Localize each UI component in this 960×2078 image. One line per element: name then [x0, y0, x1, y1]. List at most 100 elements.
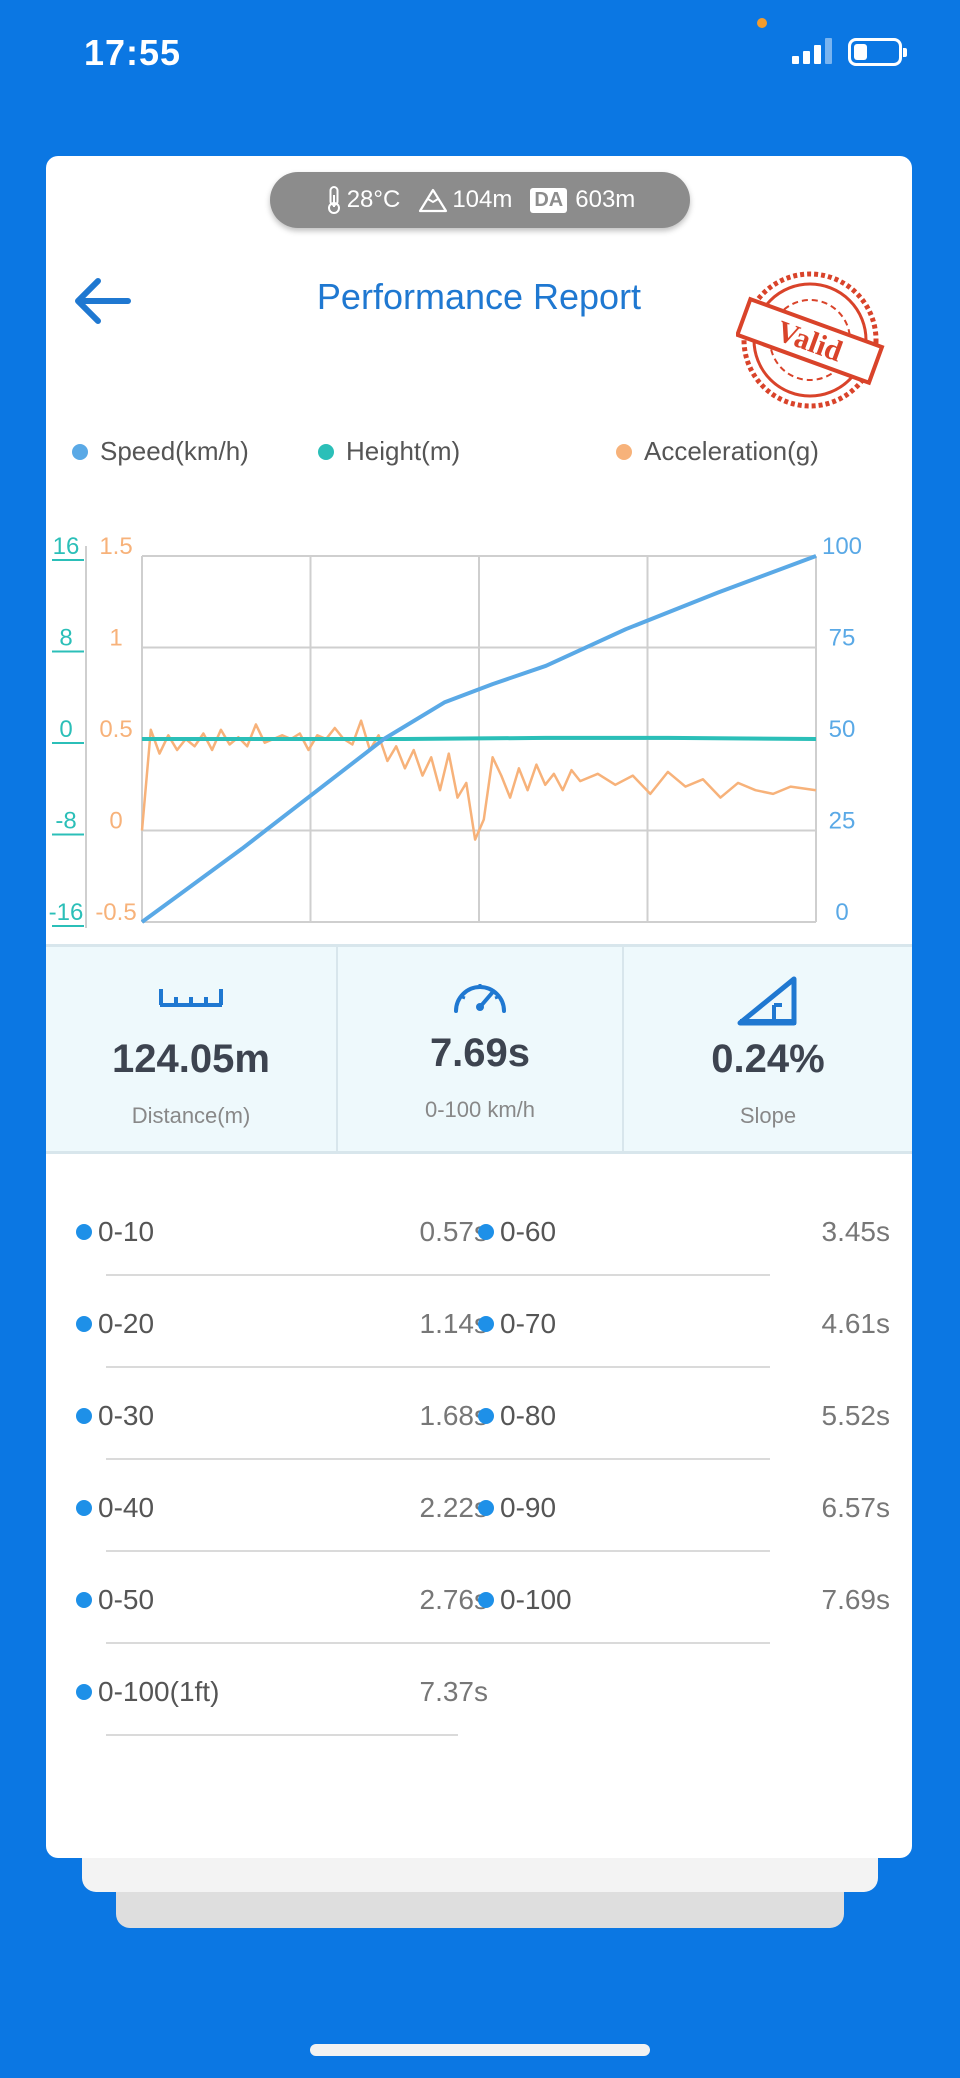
slope-value: 0.24%: [711, 1037, 825, 1081]
split-row: 0-100(1ft) 7.37s: [76, 1646, 488, 1738]
height-axis-tick: 8: [59, 625, 72, 652]
home-indicator[interactable]: [310, 2044, 650, 2056]
ruler-icon: [159, 989, 223, 1007]
chart-legend: Speed(km/h) Height(m) Acceleration(g): [72, 436, 892, 476]
split-row: 0-70 4.61s: [458, 1278, 890, 1370]
split-value: 1.68s: [419, 1400, 489, 1431]
slope-icon: [737, 976, 797, 1026]
split-row: 0-30 1.68s: [76, 1370, 488, 1462]
density-altitude-item: DA 603m: [530, 186, 635, 214]
height-axis-tick: 16: [53, 533, 80, 560]
split-value: 5.52s: [821, 1400, 891, 1431]
split-row: 0-100 7.69s: [458, 1554, 891, 1646]
time-value: 7.69s: [429, 1031, 531, 1075]
performance-chart: 16 8 0 -8 -16 1.5 1 0.5 0 -0.5 100 75 50 25 0: [49, 533, 862, 928]
altitude-item: 104m: [418, 186, 512, 214]
accel-axis-tick: 0.5: [99, 716, 132, 743]
split-dot: [478, 1408, 494, 1424]
privacy-indicator-dot: [757, 18, 767, 28]
signal-icon: [792, 38, 834, 64]
split-label: 0-20: [98, 1308, 155, 1339]
split-label: 0-70: [500, 1308, 557, 1339]
accel-axis-tick: 1.5: [99, 533, 132, 560]
split-dot: [478, 1500, 494, 1516]
split-dot: [76, 1408, 92, 1424]
arrow-left-icon: [75, 278, 131, 324]
height-axis-tick: -16: [49, 899, 84, 926]
split-divider: [458, 1366, 770, 1368]
metric-distance: 124.05m Distance(m): [46, 947, 336, 1151]
height-series-line: [142, 735, 817, 741]
legend-acceleration: Acceleration(g): [616, 436, 819, 467]
height-axis-tick: 0: [59, 716, 72, 743]
split-value: 2.22s: [419, 1492, 489, 1523]
speed-axis-tick: 100: [822, 533, 862, 560]
speed-axis-tick: 75: [829, 625, 856, 652]
split-divider: [106, 1274, 488, 1276]
split-divider: [106, 1458, 488, 1460]
temperature-value: 28°C: [346, 186, 401, 213]
report-card: 28°C 104m DA 603m Performance Report: [46, 156, 912, 1858]
divider: [622, 947, 624, 1151]
metric-slope: 0.24% Slope: [624, 947, 912, 1151]
split-dot: [478, 1592, 494, 1608]
split-value: 6.57s: [821, 1492, 891, 1523]
page-title: Performance Report: [316, 276, 642, 317]
split-row: 0-90 6.57s: [458, 1462, 891, 1554]
split-divider: [106, 1734, 458, 1736]
legend-dot: [318, 443, 334, 460]
distance-label: Distance(m): [131, 1103, 251, 1128]
legend-speed: Speed(km/h): [72, 436, 249, 467]
valid-stamp: Valid: [734, 266, 886, 416]
split-row: 0-10 0.57s: [76, 1186, 488, 1278]
split-value: 7.37s: [419, 1676, 489, 1707]
split-dot: [76, 1316, 92, 1332]
metric-time: 7.69s 0-100 km/h: [338, 947, 622, 1151]
accel-axis-tick: 1: [109, 625, 122, 652]
split-divider: [458, 1458, 770, 1460]
legend-dot: [616, 443, 632, 460]
valid-stamp-icon: Valid: [734, 271, 885, 409]
legend-dot: [72, 443, 88, 460]
split-label: 0-30: [98, 1400, 155, 1431]
split-row: 0-20 1.14s: [76, 1278, 488, 1370]
split-divider: [458, 1274, 770, 1276]
split-value: 2.76s: [419, 1584, 489, 1615]
time-label: 0-100 km/h: [424, 1097, 536, 1122]
thermometer-icon: [327, 186, 340, 214]
status-time: 17:55: [84, 32, 182, 73]
split-value: 3.45s: [821, 1216, 891, 1247]
distance-value: 124.05m: [112, 1037, 270, 1081]
split-row: 0-80 5.52s: [458, 1370, 891, 1462]
speed-axis-tick: 50: [829, 716, 856, 743]
split-dot: [478, 1316, 494, 1332]
slope-label: Slope: [739, 1103, 797, 1128]
split-label: 0-60: [500, 1216, 557, 1247]
split-value: 7.69s: [821, 1584, 891, 1615]
status-bar: 17:55: [0, 0, 960, 110]
back-button[interactable]: [68, 266, 138, 336]
split-label: 0-80: [500, 1400, 557, 1431]
split-label: 0-90: [500, 1492, 557, 1523]
altitude-value: 104m: [452, 186, 513, 213]
accel-axis-tick: -0.5: [95, 899, 136, 926]
split-dot: [76, 1500, 92, 1516]
metrics-panel: 124.05m Distance(m) 7.69s 0-100 km/h: [46, 944, 912, 1154]
split-dot: [76, 1684, 92, 1700]
speed-axis-tick: 25: [829, 808, 856, 835]
mountain-icon: [419, 188, 448, 213]
da-badge: DA: [530, 187, 568, 213]
split-label: 0-10: [98, 1216, 155, 1247]
legend-label: Height(m): [346, 436, 461, 466]
split-label: 0-100: [500, 1584, 572, 1615]
accel-axis-tick: 0: [109, 808, 122, 835]
split-dot: [478, 1224, 494, 1240]
speed-axis-tick: 0: [835, 899, 848, 926]
split-label: 0-40: [98, 1492, 155, 1523]
density-altitude-value: 603m: [575, 186, 636, 213]
legend-label: Acceleration(g): [644, 436, 819, 466]
split-divider: [106, 1366, 488, 1368]
split-value: 0.57s: [419, 1216, 489, 1247]
divider: [336, 947, 338, 1151]
split-row: 0-60 3.45s: [458, 1186, 891, 1278]
